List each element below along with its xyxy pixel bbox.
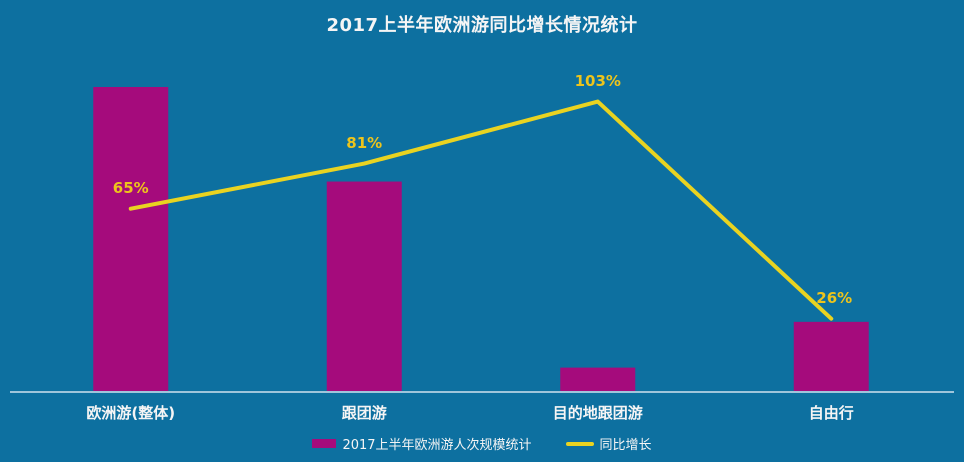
legend-item-line-series: 同比增长 <box>565 434 652 453</box>
bar-1 <box>326 181 402 392</box>
chart-title: 2017上半年欧洲游同比增长情况统计 <box>326 15 638 36</box>
line-value-label-2: 103% <box>574 71 621 90</box>
line-value-label-3: 26% <box>816 288 853 307</box>
line-value-label-1: 81% <box>346 133 383 152</box>
category-label-2: 目的地跟团游 <box>552 404 643 422</box>
bar-3 <box>793 321 869 392</box>
legend-bar-label: 2017上半年欧洲游人次规模统计 <box>342 438 532 453</box>
legend: 2017上半年欧洲游人次规模统计 同比增长 <box>0 434 964 453</box>
line-series-swatch-icon <box>565 441 594 446</box>
legend-item-bar-series: 2017上半年欧洲游人次规模统计 <box>312 434 532 453</box>
legend-line-label: 同比增长 <box>599 438 652 453</box>
category-label-3: 自由行 <box>808 404 854 422</box>
category-label-1: 跟团游 <box>341 404 387 422</box>
bar-2 <box>560 367 636 392</box>
bar-0 <box>93 87 169 392</box>
bar-series-swatch-icon <box>312 439 337 448</box>
growth-line <box>128 99 834 321</box>
category-label-0: 欧洲游(整体) <box>86 404 176 422</box>
line-value-label-0: 65% <box>112 178 149 197</box>
